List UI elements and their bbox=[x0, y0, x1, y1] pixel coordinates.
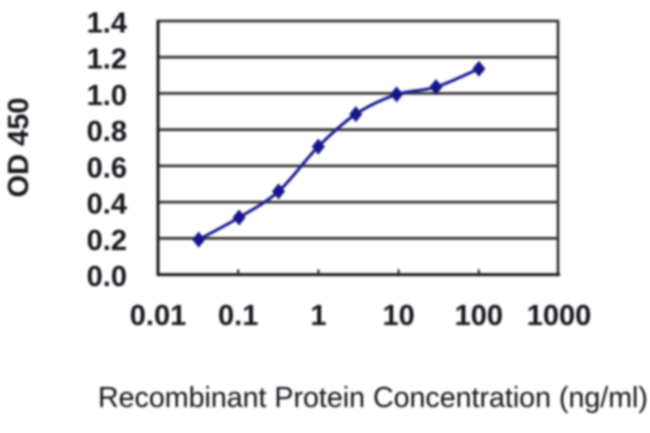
svg-text:1.2: 1.2 bbox=[87, 44, 127, 76]
svg-text:OD 450: OD 450 bbox=[3, 98, 35, 198]
svg-text:0.0: 0.0 bbox=[87, 261, 127, 293]
svg-text:10: 10 bbox=[382, 300, 414, 332]
svg-text:1.4: 1.4 bbox=[87, 8, 127, 40]
svg-text:Recombinant Protein Concentrat: Recombinant Protein Concentration (ng/ml… bbox=[98, 382, 648, 414]
svg-text:0.1: 0.1 bbox=[218, 300, 258, 332]
svg-text:0.01: 0.01 bbox=[130, 300, 186, 332]
svg-text:0.8: 0.8 bbox=[87, 116, 127, 148]
svg-text:1.0: 1.0 bbox=[87, 80, 127, 112]
svg-text:0.4: 0.4 bbox=[87, 189, 127, 221]
svg-text:1000: 1000 bbox=[527, 300, 592, 332]
svg-text:0.6: 0.6 bbox=[87, 152, 127, 184]
svg-text:0.2: 0.2 bbox=[87, 225, 127, 257]
svg-text:1: 1 bbox=[310, 300, 326, 332]
svg-text:100: 100 bbox=[455, 300, 503, 332]
